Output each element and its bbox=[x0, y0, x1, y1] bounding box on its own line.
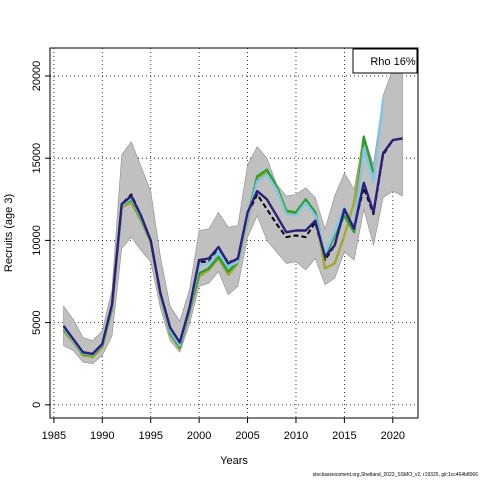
x-tick-label: 2010 bbox=[284, 430, 308, 442]
y-axis-title: Recruits (age 3) bbox=[3, 194, 15, 272]
x-tick-label: 1990 bbox=[90, 430, 114, 442]
y-tick-label: 15000 bbox=[31, 143, 43, 174]
plot-frame bbox=[49, 47, 419, 419]
legend-box bbox=[352, 48, 418, 74]
y-tick-label: 20000 bbox=[31, 61, 43, 92]
x-axis-title: Years bbox=[220, 455, 248, 467]
x-axis: 1985 1990 1995 2000 2005 2010 2015 2020 bbox=[42, 418, 405, 442]
footer-text: stockassessment.org,Shetland_2022_SSMO_v… bbox=[313, 472, 479, 478]
x-tick-label: 2000 bbox=[187, 430, 211, 442]
confidence-band bbox=[63, 65, 403, 365]
x-tick-label: 2005 bbox=[235, 430, 259, 442]
x-tick-label: 1995 bbox=[138, 430, 162, 442]
y-tick-label: 0 bbox=[31, 402, 43, 408]
x-tick-label: 2015 bbox=[332, 430, 356, 442]
y-axis: 0 5000 10000 15000 20000 bbox=[31, 61, 50, 408]
legend-text: Rho 16% bbox=[370, 56, 415, 68]
y-tick-label: 10000 bbox=[31, 225, 43, 256]
y-tick-label: 5000 bbox=[31, 310, 43, 334]
x-tick-label: 1985 bbox=[42, 430, 66, 442]
series-lines bbox=[62, 98, 403, 359]
legend: Rho 16% bbox=[352, 48, 418, 74]
confidence-band-area bbox=[63, 65, 403, 365]
series-line-navy bbox=[62, 137, 403, 356]
x-tick-label: 2020 bbox=[381, 430, 405, 442]
